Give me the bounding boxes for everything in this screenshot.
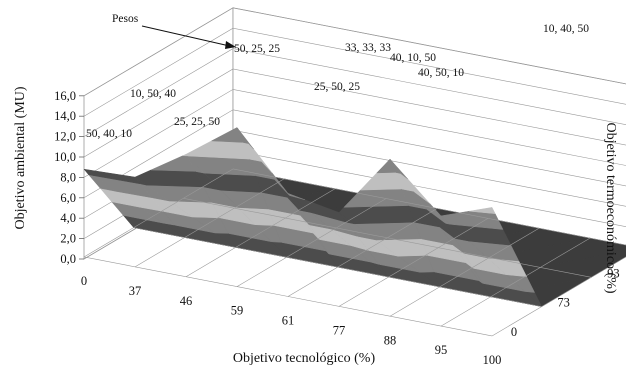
floor-gridline	[236, 198, 387, 287]
surface-band	[134, 169, 204, 188]
x-axis-title: Objetivo tecnológico (%)	[233, 351, 376, 366]
floor-gridline	[83, 256, 493, 337]
z-gridline	[83, 27, 626, 117]
weights-arrowhead	[225, 41, 236, 49]
weight-label: 50, 40, 10	[86, 128, 132, 140]
weight-label: 10, 50, 40	[130, 88, 176, 100]
floor-gridline	[83, 168, 234, 258]
z-tick-label: 8,0	[60, 170, 76, 184]
floor-gridline	[133, 227, 542, 307]
floor-gridline	[183, 197, 592, 278]
z-gridline	[83, 68, 626, 158]
surface-band	[185, 140, 250, 160]
y-tick-labels: 07393100	[511, 266, 620, 339]
z-gridline	[83, 48, 626, 137]
x-tick-label: 77	[333, 323, 346, 337]
z-axis-title: Objetivo ambiental (MU)	[13, 86, 28, 229]
surface-band	[376, 158, 396, 174]
surface-band	[83, 168, 142, 185]
y-tick-label: 0	[511, 325, 517, 339]
z-tick-label: 0,0	[60, 252, 76, 266]
y-tick-label: 73	[557, 296, 570, 310]
x-tick-label: 100	[483, 353, 502, 367]
z-gridline	[83, 89, 626, 178]
surface-band	[210, 127, 244, 143]
surface-band	[236, 127, 254, 150]
surface-band	[469, 207, 496, 214]
floor-gridline	[440, 237, 591, 327]
weight-label: 40, 50, 10	[418, 67, 464, 79]
weights-arrow	[141, 25, 235, 48]
floor-gridline	[232, 168, 626, 246]
floor-gridline	[389, 227, 540, 317]
z-gridline	[83, 109, 626, 199]
z-gridline	[83, 7, 626, 97]
floor-gridline	[134, 178, 285, 268]
surface-band	[389, 158, 408, 180]
z-tick-labels: 0,0 2,0 4,0 6,0 8,0 10,0 12,0 14,0 16,0	[54, 89, 76, 266]
surface-band	[287, 193, 306, 201]
weight-label: 25, 50, 25	[314, 81, 360, 93]
weight-label: 40, 10, 50	[390, 52, 436, 64]
floor-gridline	[287, 208, 438, 297]
x-tick-labels: 0 37 46 59 61 77 88 95 100	[81, 274, 502, 367]
floor-grid	[83, 168, 626, 337]
x-tick-label: 88	[384, 333, 397, 347]
z-tick-label: 2,0	[60, 232, 76, 246]
x-tick-label: 95	[435, 343, 448, 357]
x-tick-label: 0	[81, 274, 87, 288]
x-tick-label: 61	[282, 314, 295, 328]
weight-label: 50, 25, 25	[234, 43, 280, 55]
weight-label: 33, 33, 33	[345, 42, 391, 54]
x-tick-label: 46	[180, 294, 193, 308]
z-tick-label: 16,0	[54, 89, 76, 103]
z-tick-label: 12,0	[54, 130, 76, 144]
x-tick-label: 37	[129, 284, 142, 298]
surface-band	[338, 205, 415, 225]
x-tick-label: 59	[231, 304, 244, 318]
z-tick-label: 14,0	[54, 109, 76, 123]
z-tick-label: 6,0	[60, 191, 76, 205]
surface-band	[182, 153, 188, 157]
surface-band	[440, 210, 504, 230]
weight-label: 25, 25, 50	[174, 116, 220, 128]
floor-gridline	[185, 188, 336, 277]
weight-label: 10, 40, 50	[543, 23, 589, 35]
y-tick-label: 93	[607, 266, 620, 280]
floor-gridline	[491, 256, 626, 337]
z-tick-label: 4,0	[60, 211, 76, 225]
surface-plot	[83, 127, 626, 308]
floor-gridline	[338, 218, 489, 307]
weight-labels: 50, 40, 10 10, 50, 40 25, 25, 50 50, 25, 25…	[86, 23, 589, 140]
weights-title: Pesos	[112, 13, 139, 25]
y-axis-title: Objetivo termoeconómico (%)	[603, 122, 618, 293]
z-tick-label: 10,0	[54, 150, 76, 164]
